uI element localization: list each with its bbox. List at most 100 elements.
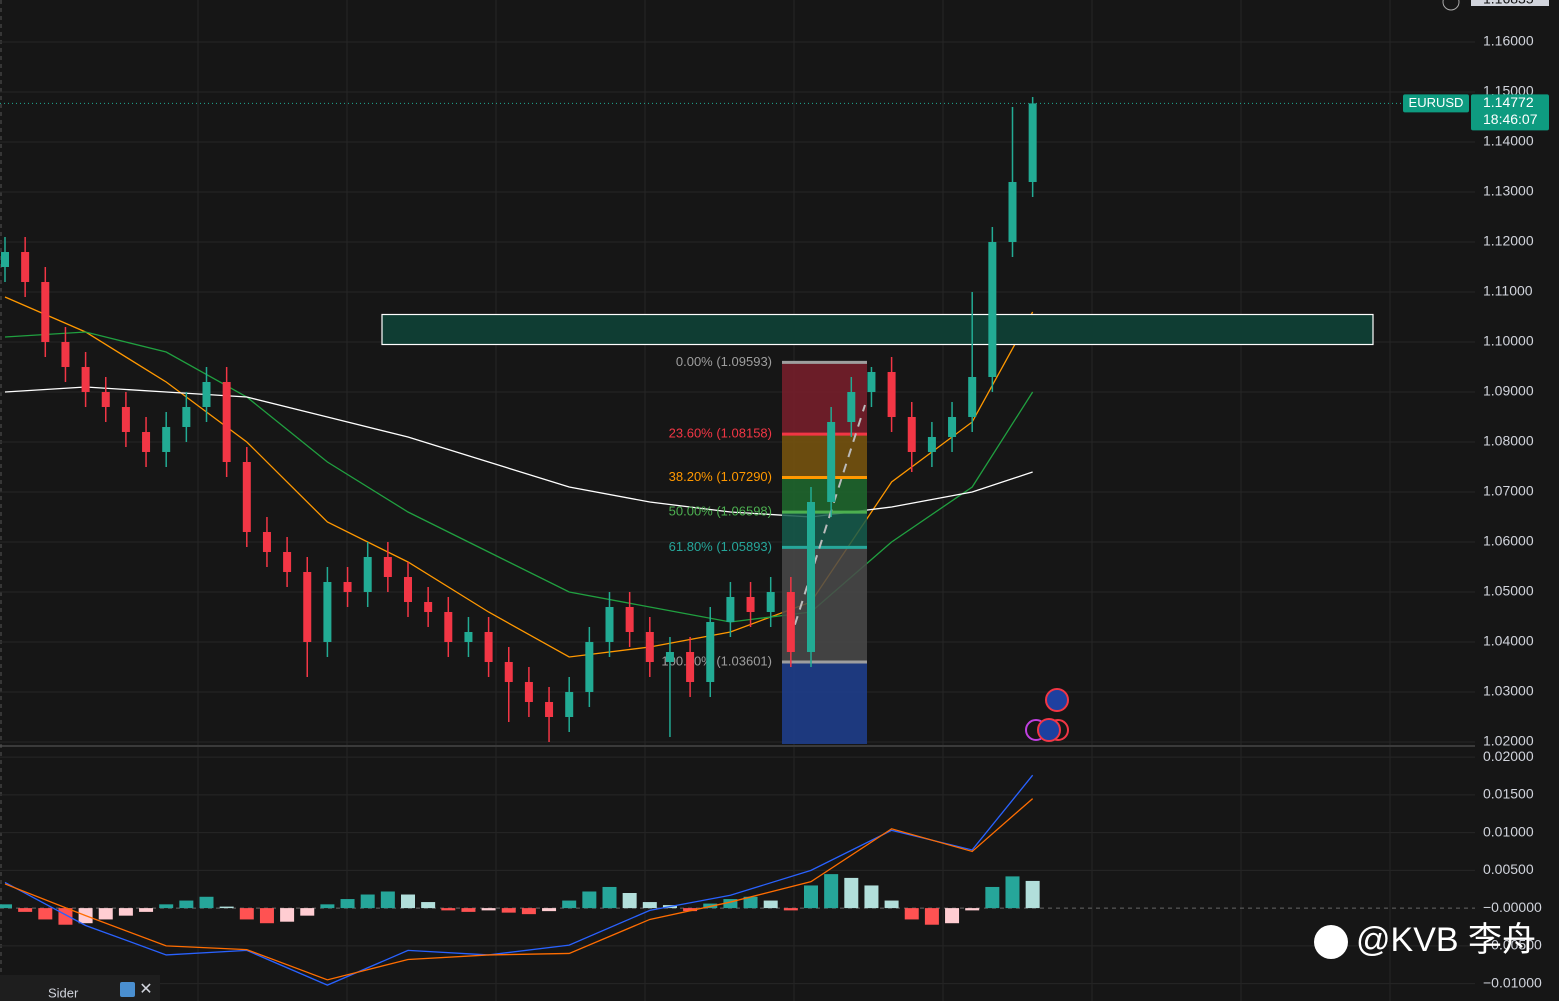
candle-body bbox=[625, 607, 634, 632]
facebook-icon bbox=[1314, 925, 1348, 959]
histogram-bar bbox=[441, 908, 456, 911]
resistance-zone bbox=[381, 313, 1374, 346]
candle-body bbox=[303, 572, 312, 642]
candle-body bbox=[968, 377, 977, 417]
y-tick-label: 0.02000 bbox=[1483, 748, 1534, 764]
histogram-bar bbox=[421, 902, 436, 909]
histogram-bar bbox=[723, 899, 738, 909]
macd-pane: 0.02000 0.01500 0.01000 0.00500 −0.00000 −0.0… bbox=[0, 748, 1542, 990]
histogram-bar bbox=[98, 908, 113, 920]
candle-body bbox=[444, 612, 453, 642]
candle-body bbox=[706, 622, 715, 682]
candle-body bbox=[262, 532, 271, 552]
fib-zone bbox=[782, 477, 867, 513]
symbol-tag bbox=[1403, 94, 1469, 113]
histogram-bar bbox=[320, 904, 335, 909]
sider-bar[interactable] bbox=[0, 975, 160, 1001]
histogram-bar bbox=[965, 908, 980, 911]
y-tick-label: 0.00500 bbox=[1483, 861, 1534, 877]
candle-body bbox=[323, 582, 332, 642]
histogram-bar bbox=[844, 877, 859, 909]
indicator-line bbox=[4, 798, 1034, 981]
candle-body bbox=[383, 557, 392, 577]
histogram-bar bbox=[622, 893, 637, 909]
candle-body bbox=[988, 242, 997, 377]
candle-body bbox=[645, 632, 654, 662]
price-pane: 1.02000 1.03000 1.04000 1.05000 1.06000 1.070… bbox=[0, 0, 1549, 749]
histogram-bar bbox=[380, 891, 395, 909]
candle-body bbox=[585, 642, 594, 692]
candle-body bbox=[867, 372, 876, 392]
y-tick-label: 1.11000 bbox=[1483, 283, 1533, 299]
histogram-bar bbox=[239, 908, 254, 920]
fib-label: 38.20% (1.07290) bbox=[669, 469, 772, 484]
candle-body bbox=[222, 382, 231, 462]
candle-body bbox=[242, 462, 251, 532]
histogram-bar bbox=[562, 900, 577, 909]
histogram-bar bbox=[139, 908, 154, 912]
fib-label: 50.00% (1.06598) bbox=[669, 504, 772, 519]
candle-body bbox=[887, 372, 896, 417]
close-icon[interactable]: ✕ bbox=[139, 981, 152, 998]
candle-body bbox=[1008, 182, 1017, 242]
histogram-bar bbox=[945, 908, 960, 924]
histogram-bar bbox=[924, 908, 939, 925]
histogram-bar bbox=[521, 908, 536, 915]
y-tick-label: −0.00500 bbox=[1483, 937, 1542, 953]
y-tick-label: 1.02000 bbox=[1483, 733, 1534, 749]
histogram-bar bbox=[159, 904, 174, 909]
histogram-bar bbox=[642, 902, 657, 909]
candle-body bbox=[404, 577, 412, 602]
candle-body bbox=[484, 632, 493, 662]
indicator-line bbox=[4, 331, 1034, 623]
y-tick-label: 1.12000 bbox=[1483, 233, 1534, 249]
sider-label: Sider bbox=[48, 985, 79, 1000]
histogram-bar bbox=[743, 896, 758, 909]
candle-body bbox=[182, 407, 191, 427]
histogram-bar bbox=[259, 908, 274, 924]
last-price-label: 1.14772 bbox=[1483, 94, 1534, 110]
y-tick-label: 1.10000 bbox=[1483, 333, 1534, 349]
add-icon[interactable] bbox=[1442, 0, 1460, 11]
histogram-bar bbox=[763, 900, 778, 909]
histogram-bar bbox=[0, 904, 12, 909]
histogram-bar bbox=[985, 886, 1000, 909]
fib-label: 23.60% (1.08158) bbox=[669, 426, 772, 441]
histogram-bar bbox=[58, 908, 73, 925]
candle-body bbox=[424, 602, 433, 612]
sider-icon[interactable] bbox=[120, 982, 135, 997]
histogram-bar bbox=[804, 885, 818, 909]
y-tick-label: 1.13000 bbox=[1483, 183, 1534, 199]
histogram-bar bbox=[300, 908, 315, 916]
candle-body bbox=[121, 407, 130, 432]
histogram-bar bbox=[18, 908, 33, 912]
candle-body bbox=[927, 437, 936, 452]
histogram-bar bbox=[280, 908, 295, 922]
histogram-bar bbox=[219, 906, 234, 909]
candle-body bbox=[807, 502, 815, 652]
histogram-bar bbox=[582, 891, 597, 909]
candle-body bbox=[786, 592, 795, 652]
histogram-bar bbox=[179, 900, 194, 909]
y-tick-label: −0.00000 bbox=[1483, 899, 1542, 915]
event-icon[interactable] bbox=[1045, 688, 1069, 712]
y-tick-label: 1.09000 bbox=[1483, 383, 1534, 399]
candle-body bbox=[343, 582, 352, 592]
candle-body bbox=[686, 652, 695, 682]
y-tick-label: 1.03000 bbox=[1483, 683, 1534, 699]
histogram-bar bbox=[360, 894, 375, 909]
y-tick-label: 1.05000 bbox=[1483, 583, 1534, 599]
event-icon[interactable] bbox=[1037, 718, 1061, 742]
histogram-bar bbox=[501, 908, 516, 913]
histogram-bar bbox=[199, 896, 214, 909]
candle-body bbox=[726, 597, 735, 622]
candle-body bbox=[766, 592, 775, 612]
histogram-bar bbox=[461, 908, 476, 912]
candle-body bbox=[1028, 103, 1037, 182]
candle-body bbox=[363, 557, 372, 592]
candle-body bbox=[41, 282, 50, 342]
candle-body bbox=[202, 382, 211, 407]
fib-label: 100.00% (1.03601) bbox=[661, 653, 772, 668]
